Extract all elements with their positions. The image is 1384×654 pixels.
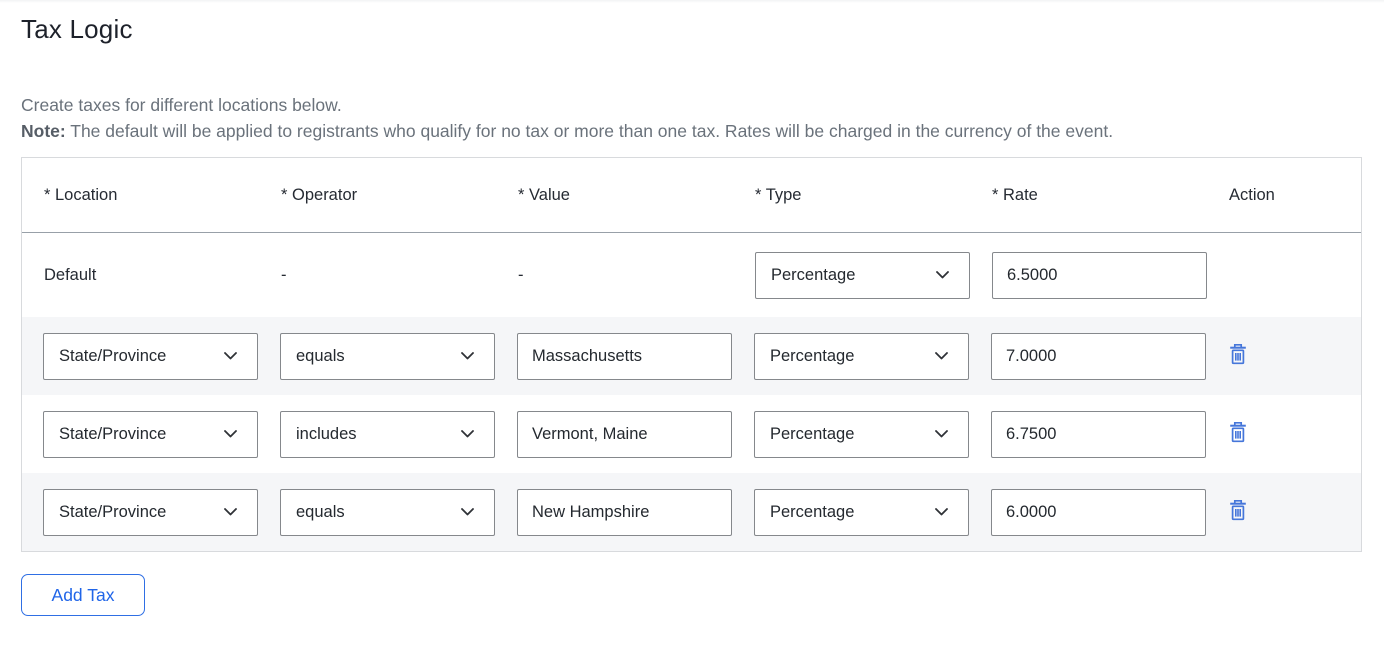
note-text: The default will be applied to registran… — [65, 121, 1114, 141]
value-input[interactable] — [517, 410, 732, 458]
default-rate-input[interactable] — [992, 251, 1207, 299]
default-location-label: Default — [44, 265, 97, 284]
chevron-down-icon — [935, 430, 948, 438]
delete-tax-button[interactable] — [1228, 421, 1248, 443]
delete-tax-button[interactable] — [1228, 499, 1248, 521]
add-tax-button[interactable]: Add Tax — [21, 574, 145, 616]
rate-input[interactable] — [991, 332, 1206, 380]
chevron-down-icon — [935, 352, 948, 360]
location-select[interactable]: State/Province — [43, 332, 258, 380]
column-header-type: * Type — [733, 158, 970, 233]
type-select[interactable]: Percentage — [754, 332, 969, 380]
location-selected-value: State/Province — [59, 424, 167, 443]
table-row-tax-3: State/Province equals Percentage — [22, 473, 1361, 551]
chevron-down-icon — [224, 508, 237, 516]
table-row-tax-2: State/Province includes Percentage — [22, 395, 1361, 473]
trash-icon — [1229, 343, 1247, 364]
type-selected-value: Percentage — [770, 424, 855, 443]
location-selected-value: State/Province — [59, 502, 167, 521]
tax-logic-page: Tax Logic Create taxes for different loc… — [21, 14, 1362, 616]
description-line: Create taxes for different locations bel… — [21, 95, 342, 115]
table-row-tax-1: State/Province equals Percentage — [22, 317, 1361, 395]
trash-icon — [1229, 421, 1247, 442]
type-selected-value: Percentage — [770, 346, 855, 365]
chevron-down-icon — [935, 508, 948, 516]
type-select[interactable]: Percentage — [754, 410, 969, 458]
page-description: Create taxes for different locations bel… — [21, 92, 1356, 144]
chevron-down-icon — [461, 508, 474, 516]
default-type-selected-value: Percentage — [771, 265, 856, 284]
value-input[interactable] — [517, 332, 732, 380]
type-select[interactable]: Percentage — [754, 488, 969, 536]
rate-input[interactable] — [991, 488, 1206, 536]
column-header-action: Action — [1207, 158, 1361, 233]
chevron-down-icon — [224, 352, 237, 360]
table-header-row: * Location * Operator * Value * Type * R… — [22, 158, 1361, 233]
value-input[interactable] — [517, 488, 732, 536]
note-label: Note: — [21, 121, 66, 141]
chevron-down-icon — [461, 430, 474, 438]
column-header-location: * Location — [22, 158, 259, 233]
operator-selected-value: equals — [296, 502, 345, 521]
column-header-value: * Value — [496, 158, 733, 233]
chevron-down-icon — [936, 271, 949, 279]
page-title: Tax Logic — [21, 14, 133, 44]
default-value-label: - — [518, 265, 524, 284]
rate-input[interactable] — [991, 410, 1206, 458]
operator-select[interactable]: equals — [280, 488, 495, 536]
location-select[interactable]: State/Province — [43, 488, 258, 536]
default-type-select[interactable]: Percentage — [755, 251, 970, 299]
type-selected-value: Percentage — [770, 502, 855, 521]
operator-select[interactable]: equals — [280, 332, 495, 380]
table-row-default: Default - - Percentage — [22, 233, 1361, 317]
tax-rules-table: * Location * Operator * Value * Type * R… — [21, 157, 1362, 552]
operator-selected-value: equals — [296, 346, 345, 365]
column-header-rate: * Rate — [970, 158, 1207, 233]
chevron-down-icon — [461, 352, 474, 360]
chevron-down-icon — [224, 430, 237, 438]
default-operator-label: - — [281, 265, 287, 284]
trash-icon — [1229, 499, 1247, 520]
delete-tax-button[interactable] — [1228, 343, 1248, 365]
operator-select[interactable]: includes — [280, 410, 495, 458]
operator-selected-value: includes — [296, 424, 357, 443]
location-select[interactable]: State/Province — [43, 410, 258, 458]
location-selected-value: State/Province — [59, 346, 167, 365]
column-header-operator: * Operator — [259, 158, 496, 233]
